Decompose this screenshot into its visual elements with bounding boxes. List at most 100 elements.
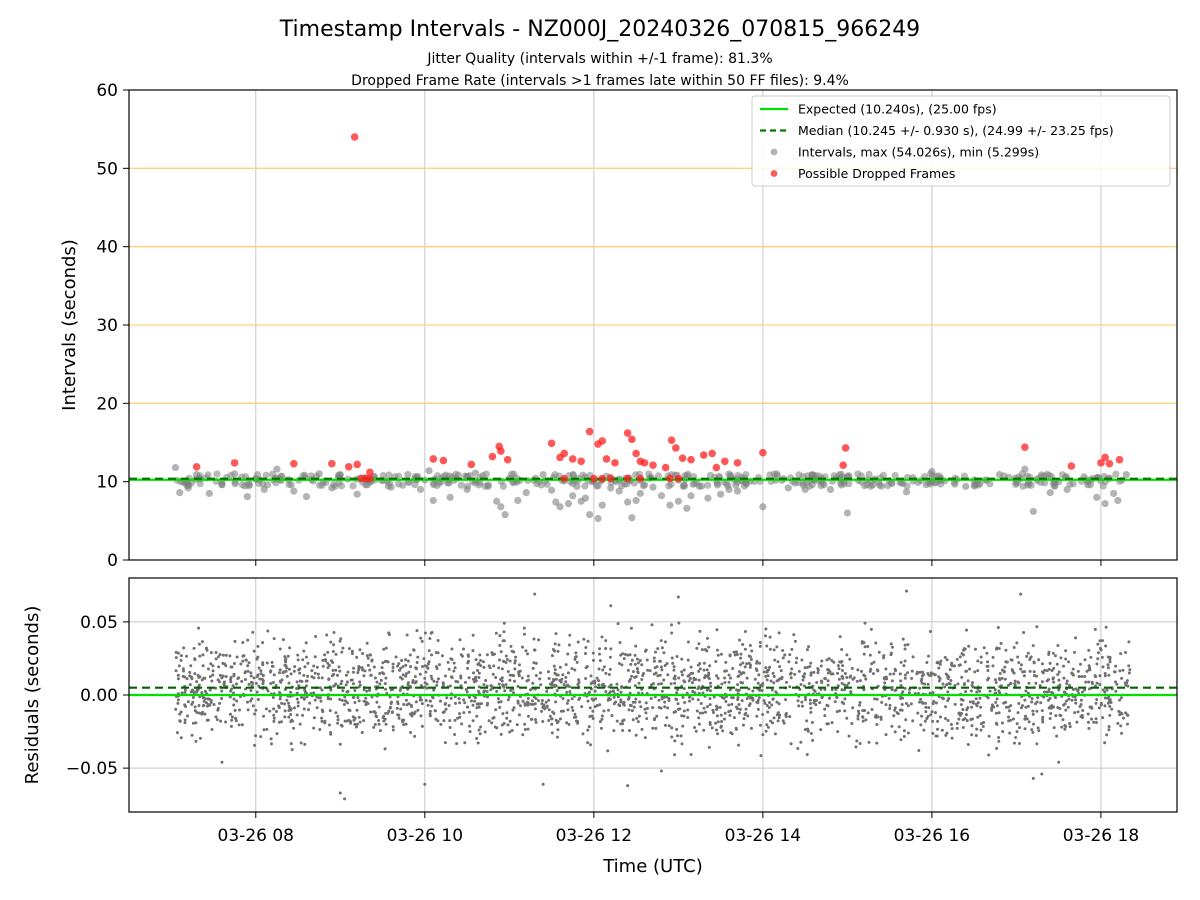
residual-point	[324, 659, 328, 663]
residual-point	[368, 688, 372, 692]
residual-point	[991, 705, 995, 709]
residual-point	[627, 729, 631, 733]
residual-point	[803, 695, 807, 699]
residual-point	[899, 696, 903, 700]
residual-point	[864, 677, 868, 681]
residual-point	[428, 709, 432, 713]
residual-point	[1105, 733, 1109, 737]
residual-point	[1016, 680, 1020, 684]
residual-point	[217, 665, 221, 669]
residual-point	[997, 646, 1001, 650]
residual-point	[503, 689, 507, 693]
residual-point	[378, 671, 382, 675]
residual-point	[1035, 625, 1039, 629]
dropped-frame-point	[429, 455, 438, 463]
residual-point	[715, 707, 719, 711]
dropped-frame-point	[503, 455, 512, 464]
residual-point	[401, 665, 405, 669]
residual-point	[568, 633, 572, 637]
residual-point	[174, 669, 178, 673]
residual-point	[565, 721, 569, 725]
residual-point	[331, 668, 335, 672]
residual-point	[254, 734, 258, 738]
residual-point	[1074, 687, 1078, 691]
residual-point	[719, 713, 723, 717]
residual-point	[298, 722, 302, 726]
residual-point	[553, 642, 557, 646]
residual-point	[756, 701, 760, 705]
dropped-frame-point	[585, 427, 594, 436]
interval-point	[687, 492, 695, 500]
residual-point	[869, 627, 873, 631]
residual-point	[767, 706, 771, 710]
residual-point	[727, 703, 731, 707]
residual-point	[283, 715, 287, 719]
residual-point	[636, 661, 640, 665]
residual-point	[364, 696, 368, 700]
residual-point	[349, 721, 353, 725]
legend-label: Expected (10.240s), (25.00 fps)	[798, 102, 997, 117]
residual-point	[453, 666, 457, 670]
residual-point	[970, 705, 974, 709]
residual-point	[1009, 718, 1013, 722]
residual-point	[946, 690, 950, 694]
bottom-ytick-label: 0.00	[80, 686, 118, 706]
residual-point	[182, 669, 186, 673]
residual-point	[476, 663, 480, 667]
residual-point	[734, 650, 738, 654]
residual-point	[463, 741, 467, 745]
residual-point	[730, 702, 734, 706]
residual-point	[669, 682, 673, 686]
residual-point	[272, 707, 276, 711]
residual-point	[176, 701, 180, 705]
interval-point	[454, 471, 462, 479]
interval-point	[399, 481, 407, 489]
residual-point	[320, 688, 324, 692]
residual-point	[905, 589, 909, 593]
residual-point	[475, 669, 479, 673]
residual-point	[792, 633, 796, 637]
residual-point	[1006, 683, 1010, 687]
residual-point	[731, 696, 735, 700]
interval-point	[429, 496, 437, 505]
residual-point	[202, 703, 206, 707]
residual-point	[315, 665, 319, 669]
residual-point	[250, 697, 254, 701]
residual-point	[348, 708, 352, 712]
residual-point	[362, 719, 366, 723]
residual-point	[781, 648, 785, 652]
residual-point	[812, 701, 816, 705]
residual-point	[920, 674, 924, 678]
residual-point	[843, 709, 847, 713]
interval-point	[704, 481, 712, 489]
residual-point	[300, 679, 304, 683]
residual-point	[508, 678, 512, 682]
residual-point	[382, 714, 386, 718]
residual-point	[812, 670, 816, 674]
residual-point	[538, 677, 542, 681]
residual-point	[736, 696, 740, 700]
dropped-frame-point	[598, 474, 607, 483]
residual-point	[761, 713, 765, 717]
residual-point	[466, 653, 470, 657]
residual-point	[814, 703, 818, 707]
residual-point	[504, 654, 508, 658]
residual-point	[1061, 718, 1065, 722]
residual-point	[990, 708, 994, 712]
residual-point	[975, 704, 979, 708]
residual-point	[485, 690, 489, 694]
residual-point	[781, 719, 785, 723]
residual-point	[1047, 653, 1051, 657]
residual-point	[536, 699, 540, 703]
residual-point	[329, 640, 333, 644]
residual-point	[810, 720, 814, 724]
residual-point	[1076, 689, 1080, 693]
residual-point	[760, 689, 764, 693]
residual-point	[353, 722, 357, 726]
interval-point	[666, 501, 674, 509]
residual-point	[850, 722, 854, 726]
residual-point	[1017, 726, 1021, 730]
residual-point	[840, 688, 844, 692]
residual-point	[485, 703, 489, 707]
